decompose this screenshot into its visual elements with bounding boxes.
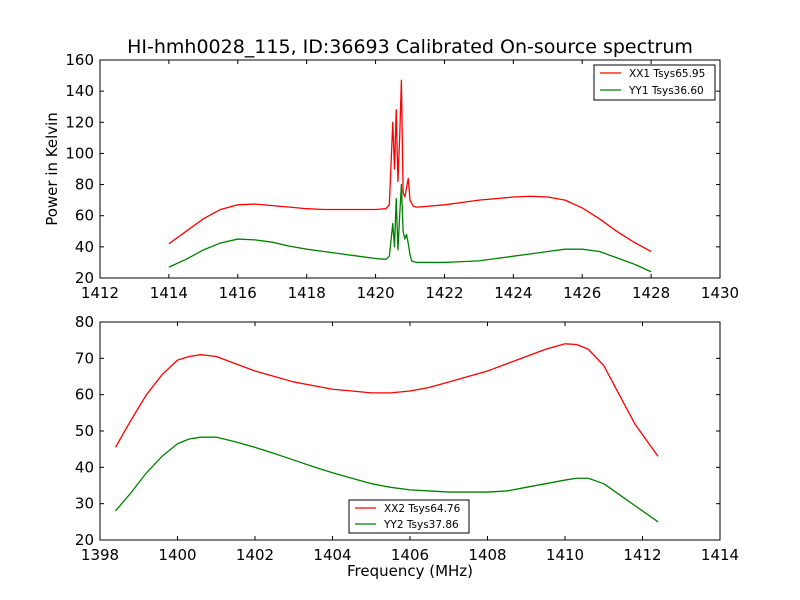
top-chart-title: HI-hmh0028_115, ID:36693 Calibrated On-s… bbox=[127, 36, 693, 58]
top-chart: HI-hmh0028_115, ID:36693 Calibrated On-s… bbox=[43, 36, 739, 302]
bottom-series-line-1 bbox=[114, 343, 659, 457]
top-x-tick-label: 1428 bbox=[632, 284, 670, 302]
bottom-chart-legend: XX2 Tsys64.76 YY2 Tsys37.86 bbox=[348, 499, 470, 534]
bottom-x-tick-label: 1398 bbox=[81, 546, 119, 564]
top-series-line-2 bbox=[168, 183, 652, 273]
bottom-x-tick-label: 1410 bbox=[546, 546, 584, 564]
bottom-y-tick-label: 40 bbox=[75, 458, 94, 476]
bottom-chart-legend-box bbox=[348, 499, 470, 534]
top-y-tick-label: 80 bbox=[75, 176, 94, 194]
bottom-y-tick-label: 30 bbox=[75, 495, 94, 513]
top-x-tick-label: 1416 bbox=[219, 284, 257, 302]
bottom-chart-x-axis-label: Frequency (MHz) bbox=[347, 562, 473, 580]
top-y-tick-label: 20 bbox=[75, 269, 94, 287]
top-y-tick-label: 160 bbox=[65, 51, 94, 69]
bottom-x-tick-label: 1408 bbox=[468, 546, 506, 564]
top-y-tick-label: 60 bbox=[75, 207, 94, 225]
bottom-y-tick-label: 70 bbox=[75, 349, 94, 367]
top-x-tick-label: 1420 bbox=[356, 284, 394, 302]
bottom-chart-series-lines bbox=[114, 343, 659, 523]
top-chart-legend-box bbox=[593, 64, 716, 101]
bottom-x-tick-label: 1414 bbox=[701, 546, 739, 564]
top-chart-legend: XX1 Tsys65.95 YY1 Tsys36.60 bbox=[593, 64, 716, 101]
bottom-chart-plot-frame bbox=[99, 321, 721, 541]
bottom-x-tick-label: 1404 bbox=[313, 546, 351, 564]
bottom-x-tick-label: 1400 bbox=[158, 546, 196, 564]
top-chart-plot-frame bbox=[99, 59, 721, 279]
bottom-series-line-2 bbox=[115, 436, 659, 523]
top-x-tick-label: 1412 bbox=[81, 284, 119, 302]
top-chart-ticks: 1412 1414 1416 1418 1420 1422 1424 1426 1428 1430… bbox=[65, 51, 739, 302]
bottom-chart-ticks: 1398 1400 1402 1404 1406 1408 1410 1412 1414 20 30… bbox=[75, 313, 739, 564]
bottom-x-tick-label: 1412 bbox=[623, 546, 661, 564]
top-y-tick-label: 40 bbox=[75, 238, 94, 256]
bottom-chart: Frequency (MHz) 1398 1400 1402 1404 1406 1408… bbox=[75, 313, 739, 580]
bottom-x-tick-label: 1402 bbox=[236, 546, 274, 564]
top-x-tick-label: 1430 bbox=[701, 284, 739, 302]
top-chart-series-lines bbox=[168, 79, 652, 273]
legend-label-yy2: YY2 Tsys37.86 bbox=[383, 519, 459, 531]
bottom-x-tick-label: 1406 bbox=[391, 546, 429, 564]
bottom-y-tick-label: 50 bbox=[75, 422, 94, 440]
bottom-y-tick-label: 80 bbox=[75, 313, 94, 331]
top-x-tick-label: 1422 bbox=[425, 284, 463, 302]
top-y-tick-label: 120 bbox=[65, 113, 94, 131]
legend-label-xx2: XX2 Tsys64.76 bbox=[384, 503, 461, 515]
legend-label-xx1: XX1 Tsys65.95 bbox=[629, 68, 705, 80]
bottom-y-tick-label: 20 bbox=[75, 531, 94, 549]
top-x-tick-label: 1424 bbox=[494, 284, 532, 302]
bottom-y-tick-label: 60 bbox=[75, 386, 94, 404]
top-chart-y-axis-label: Power in Kelvin bbox=[43, 112, 61, 226]
top-x-tick-label: 1414 bbox=[150, 284, 188, 302]
top-x-tick-label: 1426 bbox=[563, 284, 601, 302]
top-y-tick-label: 100 bbox=[65, 144, 94, 162]
legend-label-yy1: YY1 Tsys36.60 bbox=[628, 85, 704, 97]
top-x-tick-label: 1418 bbox=[288, 284, 326, 302]
top-y-tick-label: 140 bbox=[65, 82, 94, 100]
top-series-line-1 bbox=[168, 79, 652, 253]
